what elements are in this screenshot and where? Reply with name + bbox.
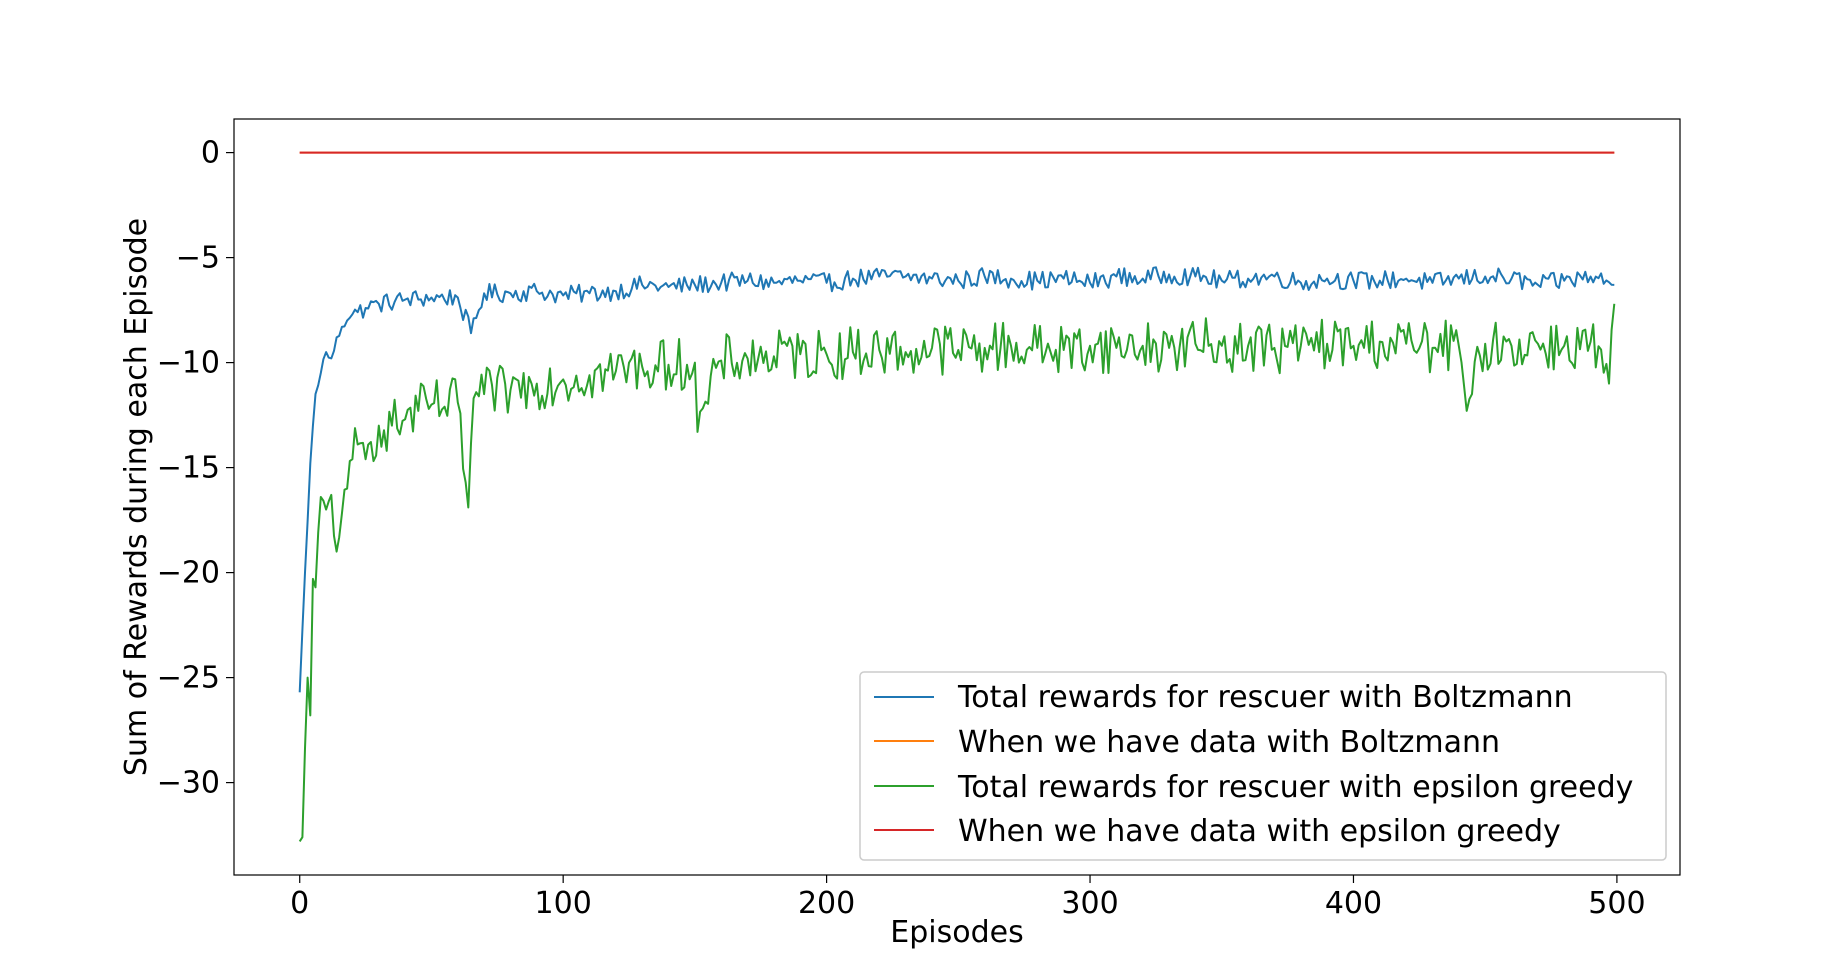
legend-label-boltzmann: Total rewards for rescuer with Boltzmann (957, 680, 1573, 715)
legend-box (859, 671, 1667, 861)
y-tick-label: −15 (157, 451, 220, 486)
legend-label-data-epsilon: When we have data with epsilon greedy (958, 814, 1561, 849)
y-tick-label: −10 (157, 346, 220, 381)
y-tick-label: −30 (157, 766, 220, 801)
x-axis-label: Episodes (890, 915, 1023, 950)
x-tick-label: 400 (1325, 886, 1382, 921)
y-tick-label: −5 (176, 241, 220, 276)
x-tick-label: 500 (1588, 886, 1645, 921)
x-tick-label: 0 (290, 886, 309, 921)
legend-label-epsilon: Total rewards for rescuer with epsilon g… (957, 770, 1633, 805)
y-tick-label: −25 (157, 661, 220, 696)
plot-frame (233, 118, 1681, 876)
series-line-0 (298, 266, 1615, 693)
y-axis-label: Sum of Rewards during each Episode (119, 218, 154, 776)
series-layer (298, 151, 1616, 842)
y-tick-label: −20 (157, 556, 220, 591)
legend-label-data-boltzmann: When we have data with Boltzmann (958, 725, 1500, 760)
series-line-2 (298, 303, 1616, 842)
legend: Total rewards for rescuer with Boltzmann… (859, 671, 1667, 861)
x-tick-label: 200 (798, 886, 855, 921)
y-axis: 0 −5 −10 −15 −20 −25 −30 (157, 136, 234, 801)
x-tick-label: 300 (1061, 886, 1118, 921)
x-axis: 0 100 200 300 400 500 (290, 875, 1646, 921)
y-tick-label: 0 (201, 136, 220, 171)
x-tick-label: 100 (535, 886, 592, 921)
